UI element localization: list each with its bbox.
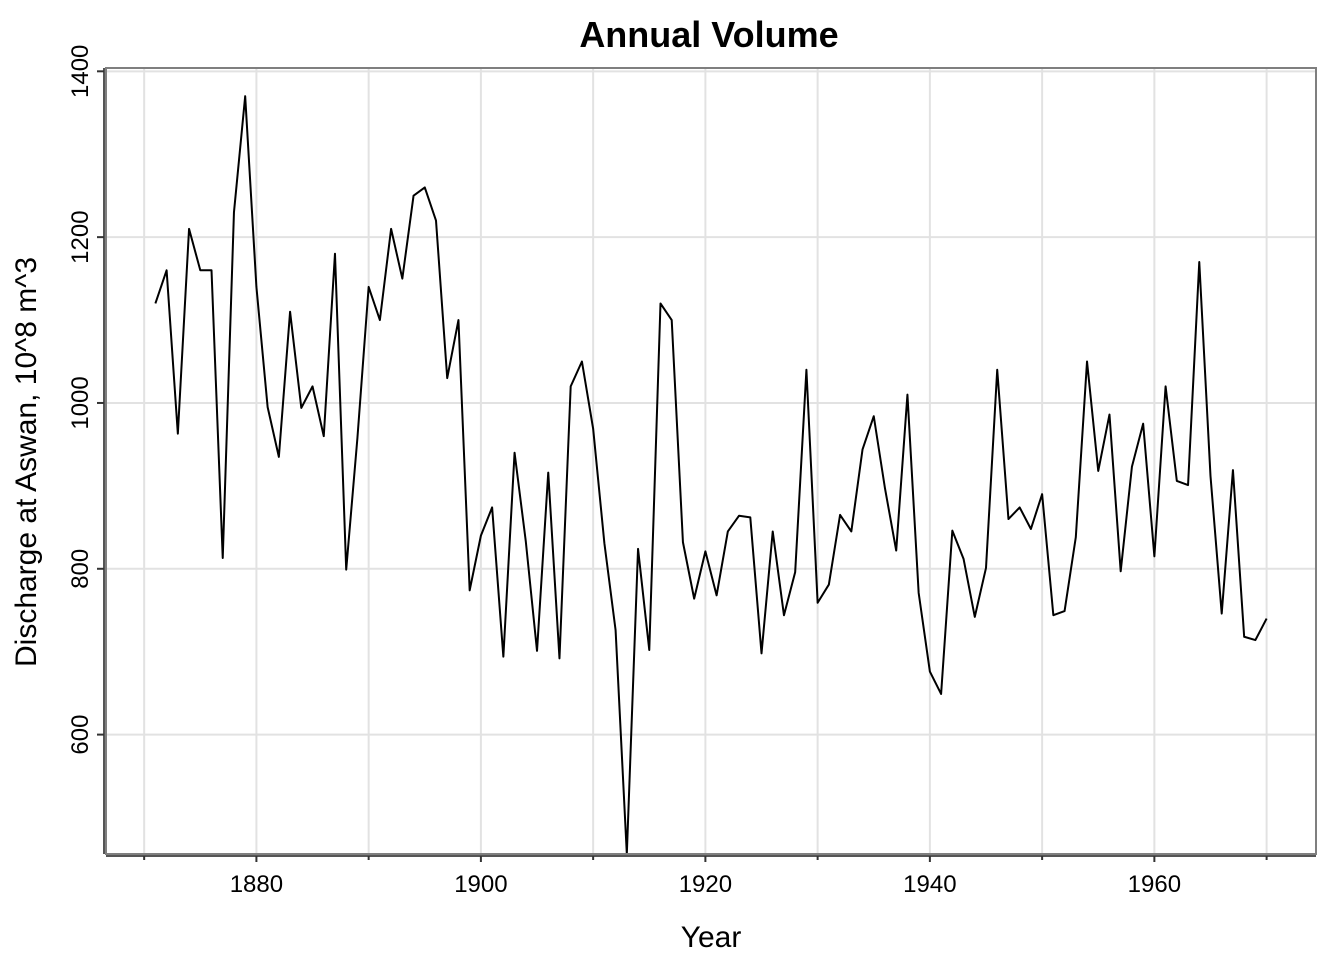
x-tick-label-1940: 1940 bbox=[903, 871, 956, 898]
y-tick-label-800: 800 bbox=[67, 549, 94, 589]
y-tick-label-1200: 1200 bbox=[67, 210, 94, 263]
chart-title: Annual Volume bbox=[579, 14, 838, 55]
grid bbox=[106, 68, 1316, 854]
series-line-discharge bbox=[154, 95, 1268, 855]
plot-frame bbox=[105, 67, 1317, 855]
x-axis-ticks: 1880 1900 1920 1940 1960 bbox=[143, 856, 1268, 898]
y-tick-label-1400: 1400 bbox=[67, 45, 94, 98]
y-tick-label-600: 600 bbox=[67, 715, 94, 755]
x-axis-label: Year bbox=[681, 921, 742, 954]
y-tick-label-1000: 1000 bbox=[67, 376, 94, 429]
x-tick-label-1900: 1900 bbox=[454, 871, 507, 898]
x-tick-label-1960: 1960 bbox=[1128, 871, 1181, 898]
y-axis-ticks: 600 800 1000 1200 1400 bbox=[67, 45, 104, 755]
x-tick-label-1920: 1920 bbox=[679, 871, 732, 898]
y-axis-label: Discharge at Aswan, 10^8 m^3 bbox=[10, 257, 43, 667]
x-tick-label-1880: 1880 bbox=[230, 871, 283, 898]
